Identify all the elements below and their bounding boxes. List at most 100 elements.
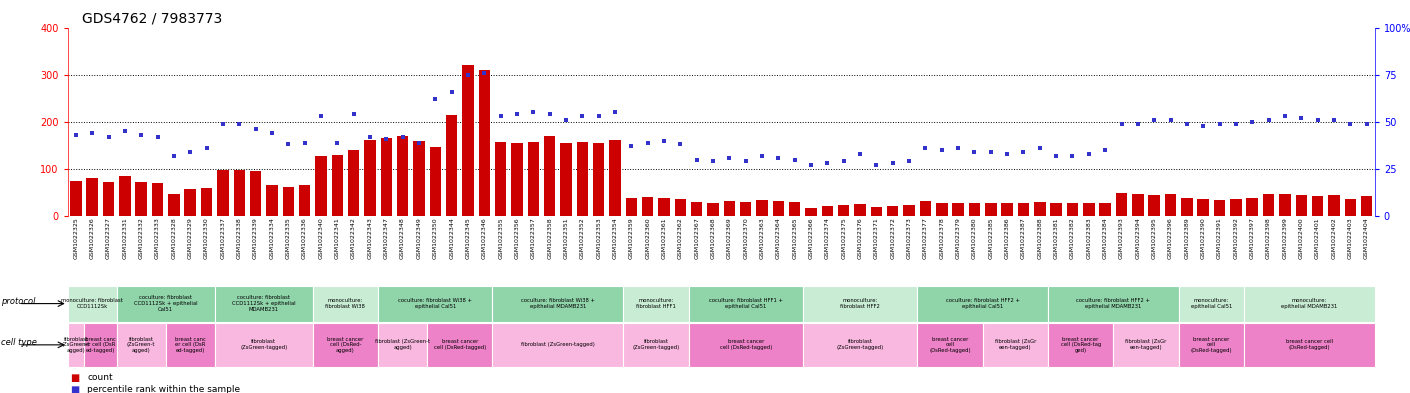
Bar [316, 156, 327, 216]
Point [506, 111, 529, 118]
Text: GSM1022404: GSM1022404 [1363, 218, 1369, 259]
Text: GSM1022376: GSM1022376 [857, 218, 863, 259]
Text: ■: ■ [70, 373, 80, 383]
Text: GSM1022348: GSM1022348 [400, 218, 405, 259]
Text: breast cancer
cell (DsRed-tag
ged): breast cancer cell (DsRed-tag ged) [1060, 336, 1101, 353]
Bar [217, 171, 228, 216]
Point [603, 109, 626, 116]
Text: GSM1022359: GSM1022359 [629, 218, 634, 259]
Text: ■: ■ [70, 385, 80, 393]
Point [114, 128, 137, 134]
Bar [723, 201, 735, 216]
Text: GSM1022394: GSM1022394 [1135, 218, 1141, 259]
Text: GSM1022373: GSM1022373 [907, 218, 912, 259]
Text: coculture: fibroblast HFF2 +
epithelial MDAMB231: coculture: fibroblast HFF2 + epithelial … [1076, 298, 1151, 309]
Point [636, 140, 658, 146]
Bar [854, 204, 866, 216]
Text: fibroblast (ZsGr
een-tagged): fibroblast (ZsGr een-tagged) [994, 340, 1036, 350]
Point [1306, 117, 1328, 123]
Text: breast canc
er cell (DsR
ed-tagged): breast canc er cell (DsR ed-tagged) [175, 336, 206, 353]
Point [816, 160, 839, 167]
Text: breast cancer cell
(DsRed-tagged): breast cancer cell (DsRed-tagged) [1286, 340, 1332, 350]
Text: GSM1022377: GSM1022377 [924, 218, 928, 259]
Point [1045, 152, 1067, 159]
Bar [70, 181, 82, 216]
Bar [986, 204, 997, 216]
Text: GSM1022326: GSM1022326 [90, 218, 94, 259]
Point [261, 130, 283, 136]
Point [424, 96, 447, 102]
Bar [446, 115, 457, 216]
Bar [85, 323, 117, 367]
Point [522, 109, 544, 116]
Bar [918, 286, 1048, 321]
Point [489, 113, 512, 119]
Bar [1165, 195, 1176, 216]
Bar [1001, 204, 1012, 216]
Bar [1244, 286, 1375, 321]
Bar [626, 198, 637, 216]
Bar [740, 202, 752, 216]
Bar [642, 197, 653, 216]
Point [1176, 121, 1198, 127]
Point [343, 111, 365, 118]
Text: GSM1022328: GSM1022328 [172, 218, 176, 259]
Bar [691, 202, 702, 216]
Text: fibroblast
(ZsGreen-t
agged): fibroblast (ZsGreen-t agged) [127, 336, 155, 353]
Bar [1050, 203, 1062, 216]
Point [849, 151, 871, 157]
Text: GSM1022352: GSM1022352 [580, 218, 585, 259]
Bar [214, 286, 313, 321]
Bar [658, 198, 670, 216]
Text: GSM1022368: GSM1022368 [711, 218, 715, 259]
Bar [103, 182, 114, 216]
Point [1290, 115, 1313, 121]
Text: GSM1022331: GSM1022331 [123, 218, 127, 259]
Bar [936, 203, 948, 216]
Text: GSM1022332: GSM1022332 [138, 218, 144, 259]
Point [326, 140, 348, 146]
Text: GSM1022383: GSM1022383 [1086, 218, 1091, 259]
Text: GSM1022341: GSM1022341 [334, 218, 340, 259]
Bar [708, 203, 719, 216]
Point [1159, 117, 1182, 123]
Text: GSM1022358: GSM1022358 [547, 218, 553, 259]
Bar [462, 65, 474, 216]
Point [244, 126, 266, 132]
Point [1323, 117, 1345, 123]
Bar [1083, 204, 1094, 216]
Text: breast cancer
cell
(DsRed-tagged): breast cancer cell (DsRed-tagged) [1190, 336, 1232, 353]
Text: GSM1022392: GSM1022392 [1234, 218, 1238, 259]
Text: GSM1022378: GSM1022378 [939, 218, 945, 259]
Point [1273, 113, 1296, 119]
Bar [1263, 193, 1275, 216]
Bar [282, 187, 293, 216]
Text: GSM1022387: GSM1022387 [1021, 218, 1026, 259]
Bar [492, 323, 623, 367]
Bar [168, 194, 179, 216]
Bar [919, 200, 931, 216]
Bar [790, 202, 801, 216]
Bar [1048, 286, 1179, 321]
Text: coculture: fibroblast Wi38 +
epithelial Cal51: coculture: fibroblast Wi38 + epithelial … [398, 298, 472, 309]
Text: cell type: cell type [1, 338, 37, 347]
Point [407, 140, 430, 146]
Point [1225, 121, 1248, 127]
Bar [1132, 194, 1144, 216]
Point [881, 160, 904, 167]
Bar [1018, 203, 1029, 216]
Bar [331, 155, 343, 216]
Text: monoculture:
epithelial Cal51: monoculture: epithelial Cal51 [1190, 298, 1232, 309]
Text: GSM1022333: GSM1022333 [155, 218, 161, 259]
Bar [802, 323, 918, 367]
Bar [313, 286, 378, 321]
Point [735, 158, 757, 165]
Text: monoculture:
fibroblast HFF1: monoculture: fibroblast HFF1 [636, 298, 675, 309]
Point [358, 134, 381, 140]
Point [228, 121, 251, 127]
Point [179, 149, 202, 155]
Point [147, 134, 169, 140]
Bar [250, 171, 261, 216]
Text: GSM1022397: GSM1022397 [1249, 218, 1255, 259]
Text: GSM1022390: GSM1022390 [1201, 218, 1206, 259]
